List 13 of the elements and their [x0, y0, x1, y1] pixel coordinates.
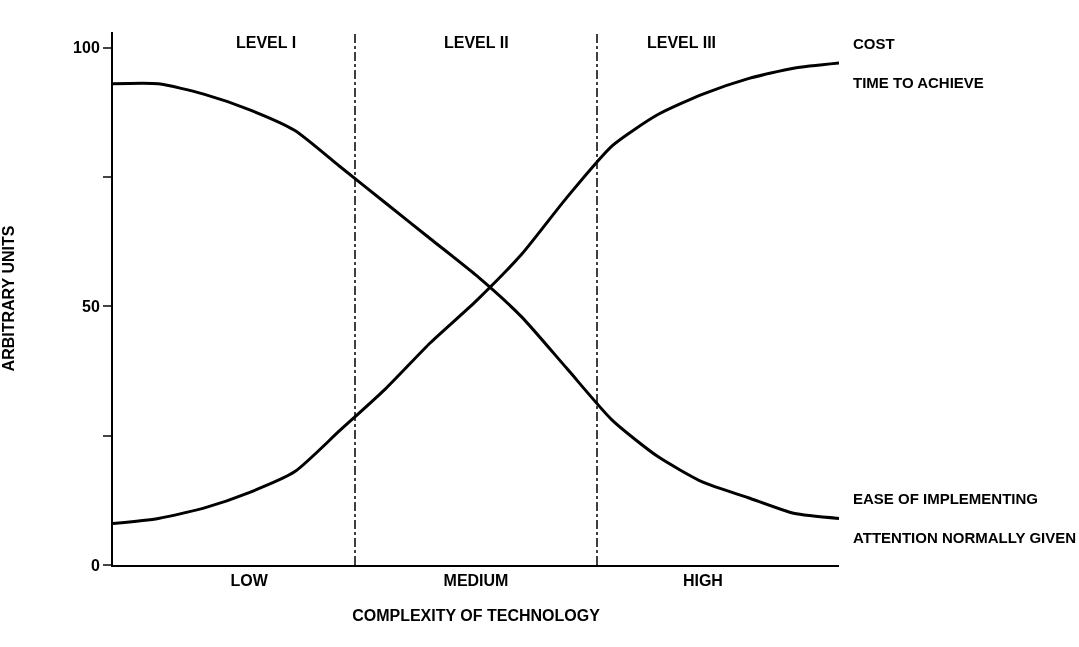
x-axis-title: COMPLEXITY OF TECHNOLOGY — [352, 607, 601, 625]
y-tick-label: 50 — [82, 297, 100, 315]
x-tick-label: LOW — [230, 572, 269, 590]
y-tick-label: 100 — [73, 39, 100, 57]
y-tick-label: 0 — [90, 556, 100, 574]
annotation: LEVEL I — [236, 34, 297, 51]
annotation: LEVEL II — [444, 34, 509, 51]
text: EASE OF IMPLEMENTING ATTENTION NORMALLY GIVEN — [853, 490, 1077, 546]
text: COST TIME TO ACHIEVE — [853, 35, 984, 91]
annotation: LEVEL III — [647, 34, 717, 51]
x-tick-label: HIGH — [682, 572, 723, 590]
y-axis-title: ARBITRARY UNITS — [0, 225, 17, 372]
x-tick-label: MEDIUM — [443, 572, 509, 590]
